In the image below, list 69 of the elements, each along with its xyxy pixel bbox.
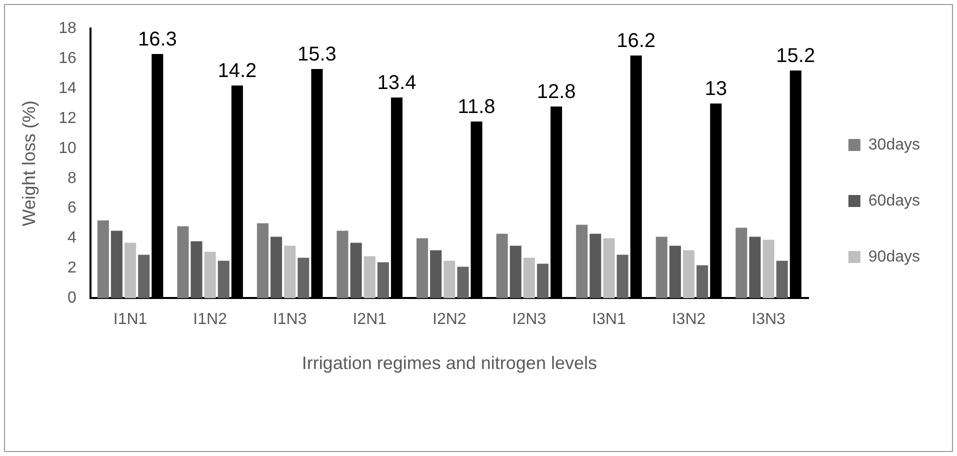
y-tick-label: 10 <box>58 140 76 157</box>
bar <box>536 264 549 298</box>
legend-label: 30days <box>868 136 920 154</box>
bar <box>270 236 282 298</box>
y-tick-label: 0 <box>67 290 76 307</box>
bar <box>256 223 268 298</box>
data-label: 15.2 <box>776 45 816 68</box>
x-tick-label: I3N1 <box>592 311 626 328</box>
y-axis-title: Weight loss (%) <box>18 100 39 226</box>
x-axis-title: Irrigation regimes and nitrogen levels <box>302 353 597 374</box>
data-label: 12.8 <box>536 81 576 103</box>
bar <box>416 238 428 298</box>
bar <box>576 224 588 298</box>
bar <box>298 258 310 298</box>
data-label: 16.3 <box>138 28 177 51</box>
y-tick-label: 16 <box>58 50 76 67</box>
x-tick-label: I3N2 <box>672 311 706 328</box>
bar <box>124 242 136 298</box>
bar <box>444 260 456 298</box>
y-tick-label: 6 <box>67 200 76 217</box>
bar <box>457 266 469 298</box>
bar <box>590 234 602 298</box>
y-tick-label: 18 <box>58 20 76 38</box>
x-tick-label: I1N1 <box>113 311 148 328</box>
data-label: 15.3 <box>298 44 336 66</box>
x-tick-label: I1N2 <box>193 311 228 328</box>
bar <box>430 250 442 298</box>
bar <box>204 252 216 298</box>
bar <box>177 226 189 298</box>
bar <box>749 236 761 298</box>
bar <box>364 256 376 298</box>
bar <box>377 262 389 298</box>
data-label: 13.4 <box>377 72 416 94</box>
bar <box>762 240 774 298</box>
bar <box>682 250 694 298</box>
y-tick-label: 12 <box>58 110 76 127</box>
data-label: 14.2 <box>218 60 257 82</box>
bar <box>138 254 150 298</box>
legend-label: 90days <box>868 248 920 266</box>
bar <box>190 241 202 298</box>
x-tick-label: I2N3 <box>512 311 546 328</box>
bar <box>669 246 681 298</box>
bar <box>284 246 296 298</box>
bar <box>696 265 708 298</box>
y-tick-label: 14 <box>58 80 76 97</box>
x-tick-label: I2N2 <box>432 311 466 328</box>
bar <box>218 260 230 298</box>
x-tick-label: I1N3 <box>272 311 307 328</box>
data-label: 11.8 <box>458 96 496 118</box>
legend-label: 60days <box>868 192 920 210</box>
bar <box>110 230 122 298</box>
bar <box>603 238 615 298</box>
x-tick-label: I3N3 <box>752 311 786 328</box>
x-tick-label: I2N1 <box>352 311 387 328</box>
bar <box>336 230 348 298</box>
bar <box>350 242 362 298</box>
bar <box>523 258 535 298</box>
data-label: 13 <box>704 78 727 100</box>
y-tick-label: 2 <box>67 260 76 277</box>
bar <box>656 236 668 298</box>
data-label: 16.2 <box>616 30 656 52</box>
y-tick-label: 4 <box>67 230 76 247</box>
bar <box>496 234 508 298</box>
bar <box>776 260 788 298</box>
bar <box>97 220 109 298</box>
bar <box>510 246 522 298</box>
bar <box>616 254 628 298</box>
bar <box>736 228 748 298</box>
y-tick-label: 8 <box>67 170 76 187</box>
